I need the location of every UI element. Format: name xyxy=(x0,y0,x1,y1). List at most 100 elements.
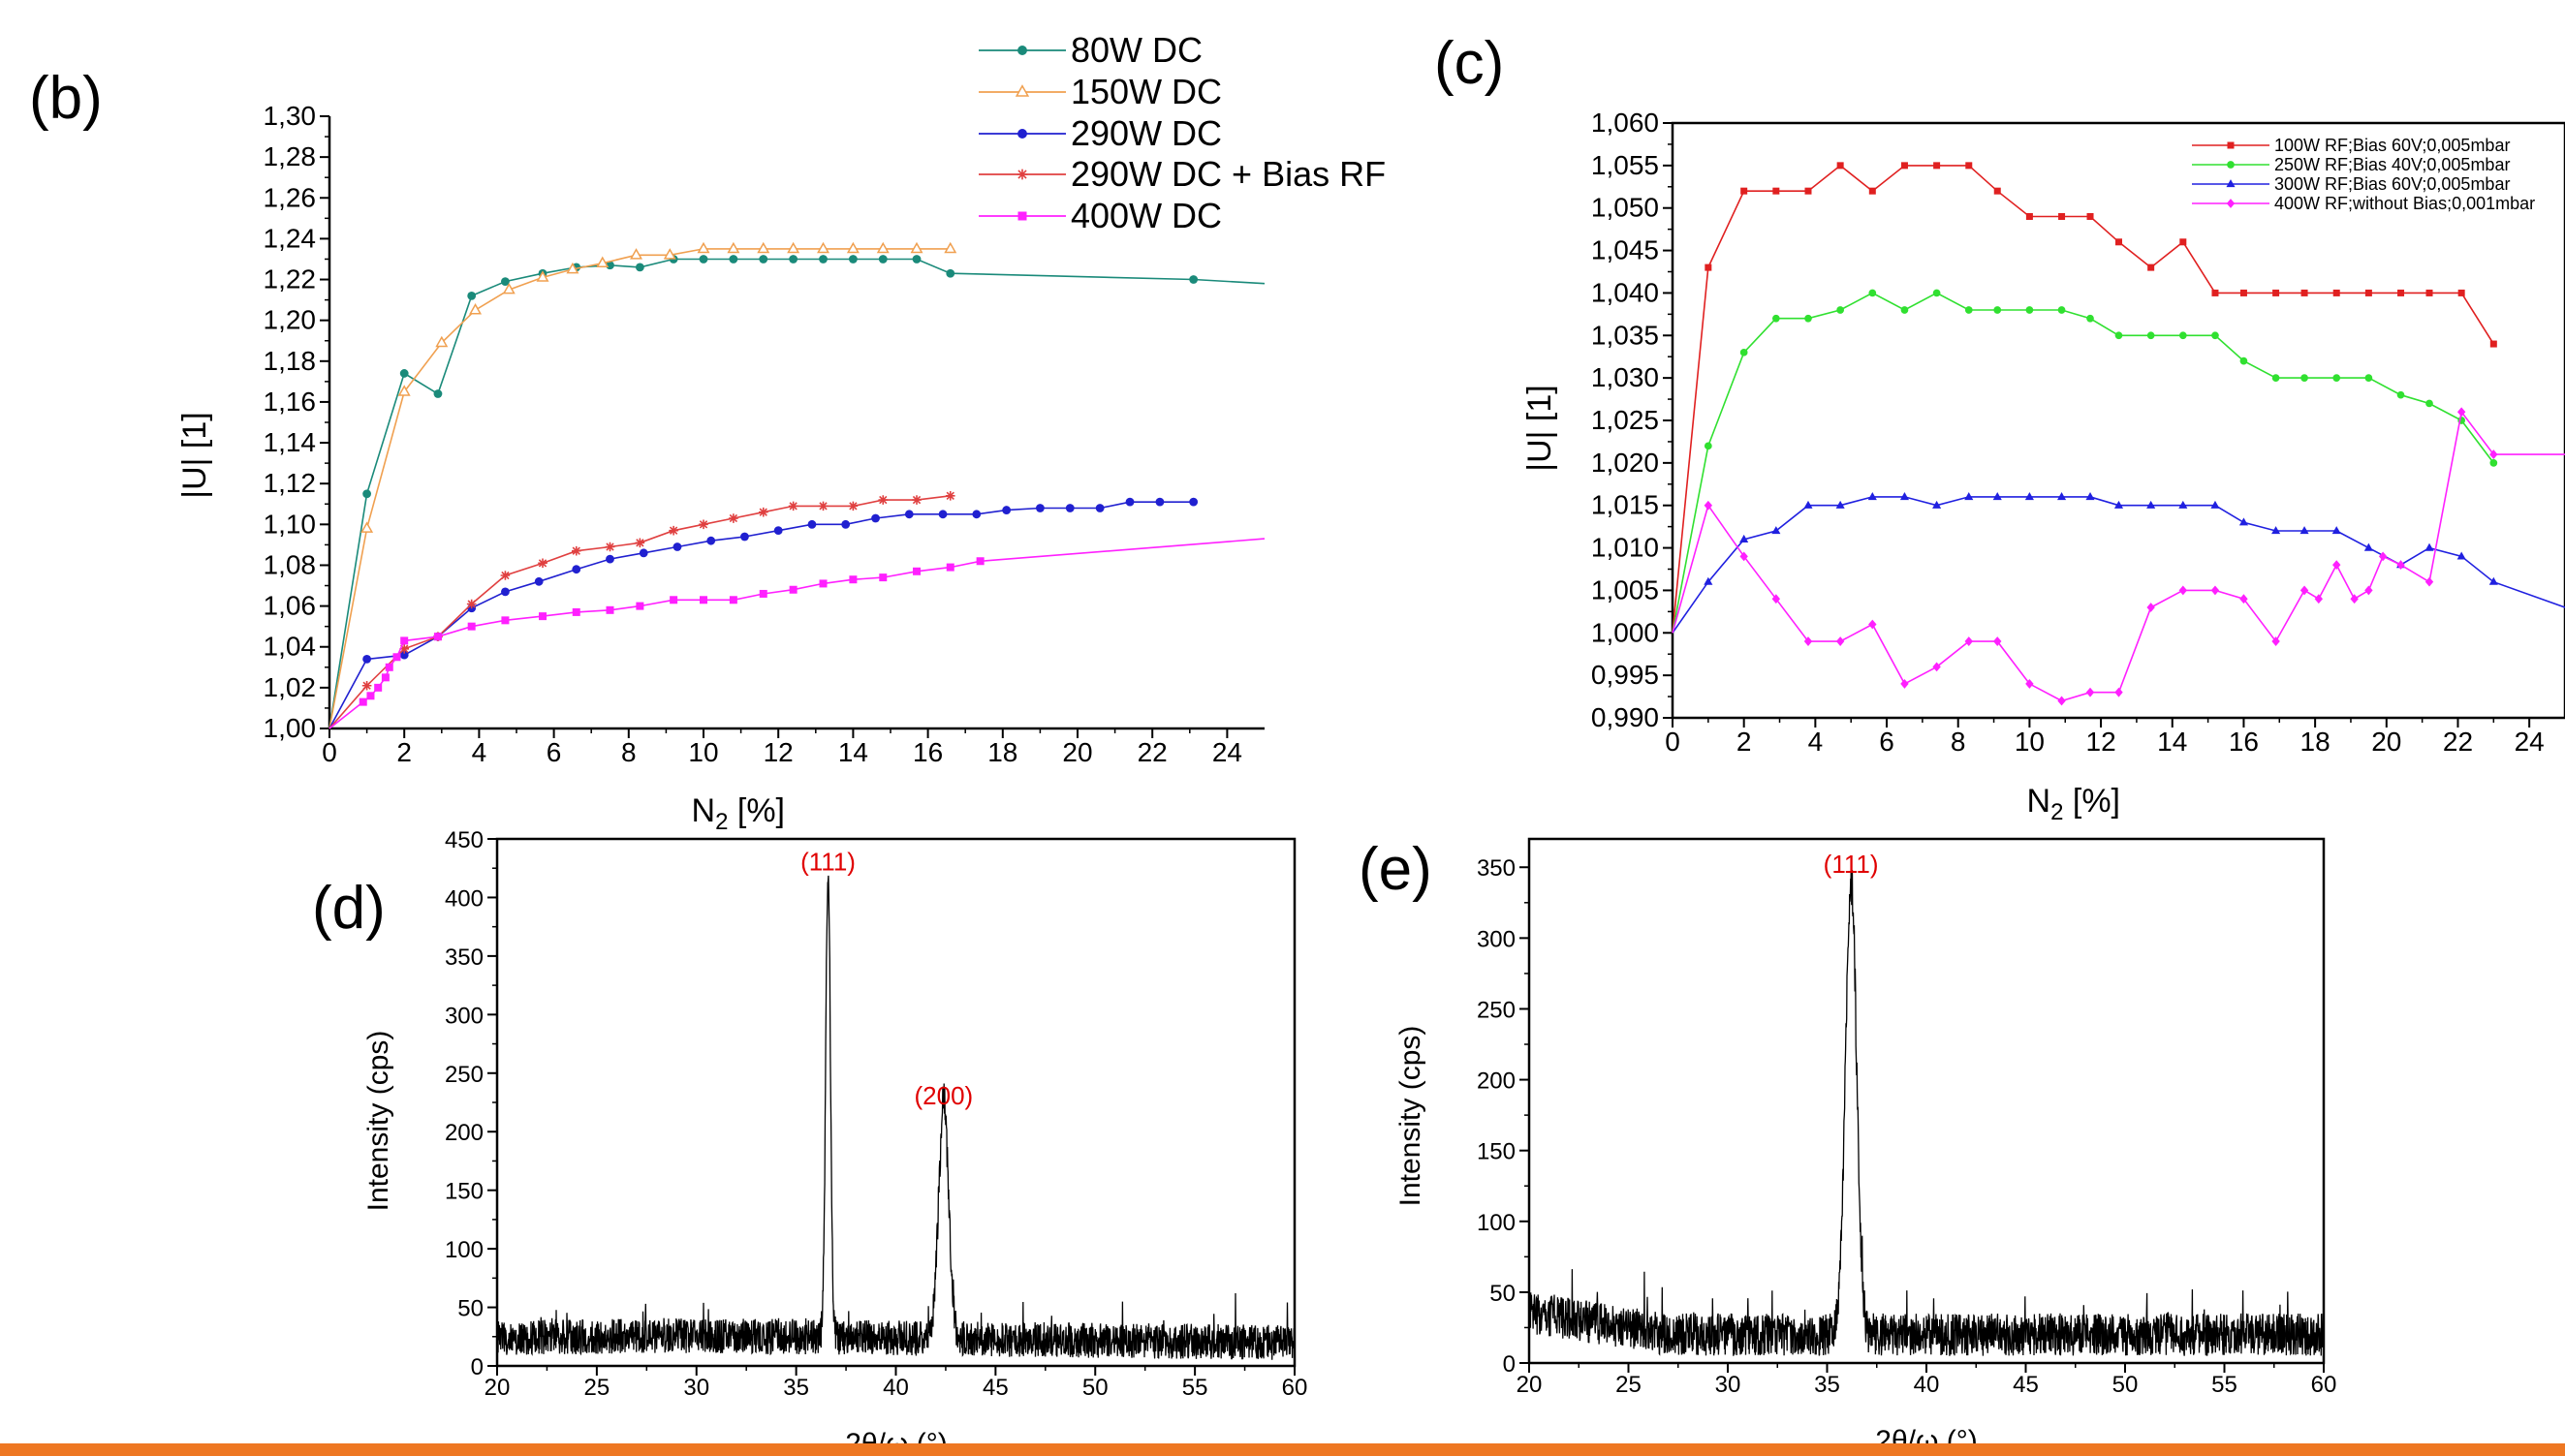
chart-b-series-3-point xyxy=(904,510,914,519)
chart-b-series-5-point xyxy=(392,653,401,662)
chart-c-series-3-line xyxy=(1672,496,2565,634)
chart-b-x-tick-label: 16 xyxy=(913,737,943,767)
chart-b-y-tick-label: 1,30 xyxy=(264,101,317,131)
chart-b-series-1-point xyxy=(1189,275,1199,284)
chart-b-series-4-point xyxy=(758,507,768,517)
chart-b-y-tick-label: 1,08 xyxy=(264,549,317,579)
chart-b-series-4-point xyxy=(729,513,738,523)
chart-c-legend-swatch-marker xyxy=(2226,179,2236,188)
chart-c-y-axis-label: |U| [1] xyxy=(1521,385,1558,471)
chart-b-series-4-point xyxy=(399,644,409,654)
chart-b-series-3-point xyxy=(639,548,648,558)
chart-d-y-axis-label: Intensity (cps) xyxy=(362,1031,394,1212)
chart-c-series-4-point xyxy=(2146,603,2155,612)
chart-b-series-2-point xyxy=(469,303,483,315)
chart-e-y-tick-label: 300 xyxy=(1477,926,1516,952)
chart-c-series-4-point xyxy=(1835,636,1845,646)
chart-c-ticks: 0,990 0,995 1,000 1,005 1,010 1,015 1,020 1,025… xyxy=(1591,108,2565,757)
chart-c-series-1-point xyxy=(1804,187,1812,195)
chart-b-series-4-point xyxy=(571,545,581,556)
chart-c-y-tick-label: 1,005 xyxy=(1591,574,1659,604)
chart-b-series-3-point xyxy=(362,654,371,664)
chart-c-series-1-point xyxy=(2457,289,2465,296)
chart-c-series-1-point xyxy=(1836,162,1844,170)
chart-c-x-tick-label: 2 xyxy=(1736,727,1752,757)
chart-c-series-3-point xyxy=(2271,526,2281,535)
chart-b-series-5-point xyxy=(381,673,390,682)
chart-c-series-3-point xyxy=(2024,492,2034,501)
chart-b-series-layer xyxy=(328,241,1266,729)
chart-c-series-4-point xyxy=(1900,679,1909,689)
chart-b-series-4-point xyxy=(361,680,372,691)
chart-c-series-2-point xyxy=(2489,459,2498,467)
chart-c-series-2-point xyxy=(1964,306,1973,314)
chart-b-series-1-point xyxy=(467,291,477,300)
chart-b-series-2-point xyxy=(397,385,411,396)
bottom-accent-bar xyxy=(0,1443,2565,1456)
chart-c-series-1-point xyxy=(2364,289,2372,296)
chart-c-series-2-point xyxy=(2425,399,2433,408)
chart-c-legend-label: 250W RF;Bias 40V;0,005mbar xyxy=(2274,155,2510,174)
chart-c-series-1-point xyxy=(1868,187,1876,195)
chart-e-x-tick-label: 30 xyxy=(1715,1372,1741,1398)
chart-e-peak-label: (111) xyxy=(1824,850,1879,879)
chart-c-series-1-point xyxy=(2025,212,2033,220)
chart-c-series-1-point xyxy=(1993,187,2001,195)
chart-c-x-axis-label: N2 [%] xyxy=(2027,783,2121,825)
chart-b-series-1-point xyxy=(759,255,768,263)
chart-e-ticks: 0 50 100 150 200 250 300 350 20 25 30 35 40 45 50 55 60 xyxy=(1477,837,2336,1398)
chart-b-series-2-point xyxy=(757,241,770,254)
chart-b-series-5-point xyxy=(539,612,547,621)
chart-c-series-2-point xyxy=(2364,374,2373,382)
chart-d-trace xyxy=(496,875,1296,1360)
chart-c-series-2-point xyxy=(1739,348,1748,356)
chart-b-series-1-point xyxy=(399,369,409,378)
chart-e-series-layer: (111) xyxy=(1528,850,2325,1356)
chart-c-series-1-point xyxy=(1772,187,1780,195)
chart-d-y-tick-label: 50 xyxy=(457,1296,484,1322)
chart-c-y-tick-label: 1,030 xyxy=(1591,362,1659,392)
chart-b-series-2-point xyxy=(846,241,860,254)
chart-c-series-4-point xyxy=(1932,662,1941,672)
chart-b-series-5-point xyxy=(700,596,707,604)
chart-b-series-4-point xyxy=(466,599,477,609)
chart-b-series-3-point xyxy=(1189,497,1199,507)
chart-b-series-3-point xyxy=(740,532,749,542)
chart-e-x-tick-label: 25 xyxy=(1615,1372,1642,1398)
chart-c-series-2-line xyxy=(1672,292,2494,634)
chart-b-series-2-point xyxy=(360,521,374,533)
chart-c-x-tick-label: 24 xyxy=(2515,727,2545,757)
chart-c-series-3-point xyxy=(1964,492,1974,501)
chart-b-legend-label: 400W DC xyxy=(1071,196,1222,235)
chart-b-y-tick-label: 1,24 xyxy=(264,223,317,253)
chart-b-series-4-point xyxy=(878,495,889,505)
chart-b-series-1-point xyxy=(849,255,858,263)
chart-c-y-tick-label: 1,000 xyxy=(1591,617,1659,647)
chart-b-series-4-point xyxy=(669,525,678,536)
chart-c-series-4-point xyxy=(2364,585,2373,596)
chart-b-y-tick-label: 1,04 xyxy=(264,632,317,662)
chart-b-legend-swatch-marker xyxy=(1015,84,1030,97)
chart-b-x-tick-label: 4 xyxy=(472,737,487,767)
chart-d-x-tick-label: 40 xyxy=(883,1375,909,1401)
chart-b-legend-label: 290W DC xyxy=(1071,113,1222,153)
chart-b-series-4-point xyxy=(912,495,922,505)
chart-b-series-5-line xyxy=(328,538,1266,729)
chart-d-y-tick-label: 300 xyxy=(445,1003,484,1029)
chart-d-x-tick-label: 50 xyxy=(1082,1375,1109,1401)
chart-c-series-2-point xyxy=(1771,314,1780,323)
chart-b-series-3-point xyxy=(1036,504,1045,512)
chart-b-series-2-point xyxy=(876,241,890,254)
chart-b-series-2-point xyxy=(663,248,676,260)
chart-d-y-tick-label: 250 xyxy=(445,1062,484,1088)
chart-b-legend-swatch-marker xyxy=(1017,169,1028,180)
chart-c-series-3-point xyxy=(2363,542,2373,551)
chart-b-series-2-point xyxy=(435,335,449,348)
chart-c-series-layer xyxy=(1672,162,2565,706)
chart-c-x-tick-label: 14 xyxy=(2157,727,2187,757)
chart-b-y-tick-label: 1,20 xyxy=(264,305,317,335)
chart-b-series-3-point xyxy=(1155,497,1165,507)
chart-c-series-1-point xyxy=(1900,162,1908,170)
chart-b-series-4-point xyxy=(538,558,547,569)
